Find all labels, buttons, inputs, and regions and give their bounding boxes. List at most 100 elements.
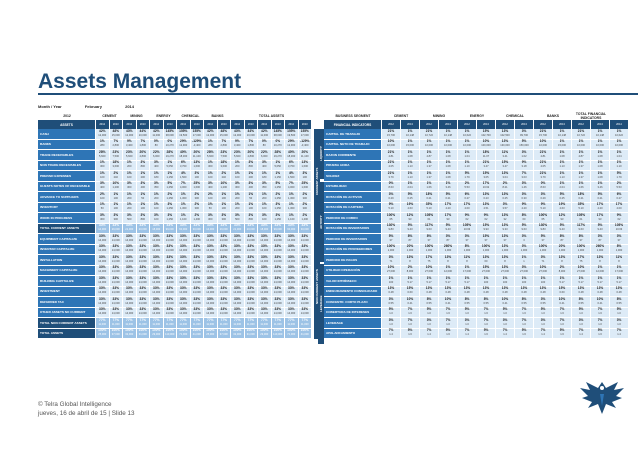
indicators-value-cell: 1% 1.08 [591, 160, 610, 170]
amount-value: 100 [113, 196, 118, 200]
percent-value: 1% [616, 275, 622, 280]
indicators-value-cell: 13% 0.48 [420, 286, 439, 296]
assets-value-cell: 33% 14,000 [217, 307, 231, 317]
amount-value: 1.6 [484, 312, 488, 316]
assets-value-cell: 43% 12,000 [123, 129, 137, 139]
percent-value: 33% [234, 296, 241, 301]
amount-value: 14,000 [287, 312, 296, 316]
amount-value: 400 [100, 186, 105, 190]
percent-value: 20% [558, 244, 566, 249]
percent-value: 100% [386, 212, 396, 217]
assets-value-cell: 3% 800 [136, 160, 150, 170]
amount-value: 500 [127, 217, 132, 221]
amount-value: 50 [100, 207, 104, 211]
amount-value: 100 [100, 175, 105, 179]
indicators-value-cell: 3% 71 [534, 255, 553, 265]
amount-value: 10,148 [558, 133, 566, 137]
amount-value: 75 [579, 259, 583, 263]
indicators-value-cell: 10% 0.41 [496, 297, 515, 307]
percent-value: 18% [112, 160, 119, 165]
indicators-value-cell: 13% 0.48 [496, 286, 515, 296]
percent-value: 33% [99, 275, 106, 280]
amount-value: 12,000 [233, 133, 242, 137]
percent-value: 1% [597, 275, 603, 280]
indicators-value-cell: 117% 9.63 [572, 223, 591, 233]
percent-value: 12% [406, 212, 414, 217]
assets-value-cell: 33% 14,000 [298, 255, 312, 265]
percent-value: 3% [248, 212, 254, 217]
percent-value: 7% [502, 328, 508, 333]
amount-value: 1,150 [166, 175, 174, 179]
assets-value-cell: 33% 14,000 [177, 286, 191, 296]
percent-value: 11% [501, 149, 509, 154]
footer: © Telra Global Intelligence jueves, 16 d… [38, 400, 135, 418]
percent-value: 8% [521, 212, 527, 217]
percent-value: 10% [539, 139, 547, 144]
percent-value: 1% [288, 202, 294, 207]
percent-value: 13% [482, 286, 490, 291]
assets-value-cell: 77% 11,000 [190, 317, 204, 328]
amount-value: 14,000 [287, 249, 296, 253]
assets-value-cell: 33% 14,000 [136, 307, 150, 317]
amount-value: 100 [194, 175, 199, 179]
assets-value-cell: 33% 99,000 [163, 223, 177, 233]
amount-value: 3.04 [502, 175, 508, 179]
assets-value-cell: 28% 19,270 [163, 150, 177, 160]
percent-value: 33% [207, 307, 214, 312]
percent-value: 1% [616, 160, 622, 165]
amount-value: 1,000 [596, 249, 604, 253]
percent-value: 77% [193, 317, 200, 322]
percent-value: 33% [274, 233, 281, 238]
indicators-value-cell: 1% 5.17 [610, 276, 629, 286]
percent-value: 21% [539, 160, 547, 165]
amount-value: 0.41 [445, 301, 451, 305]
indicators-value-cell: 10% 10,000 [382, 139, 401, 149]
indicators-value-cell: 21% 15,700 [382, 129, 401, 139]
percent-value: 42% [153, 128, 160, 133]
percent-value: 3% [616, 317, 622, 322]
amount-value: 1.4 [427, 333, 431, 337]
assets-value-cell: 3% 1,250 [271, 202, 285, 212]
percent-value: 5% [407, 223, 413, 228]
amount-value: 11,000 [138, 322, 147, 326]
percent-value: 3% [388, 191, 394, 196]
indicators-value-cell: 11% 8 [458, 255, 477, 265]
assets-value-cell: 100% 31,000 [136, 328, 150, 338]
indicators-value-cell: 1% 1.37 [572, 171, 591, 181]
percent-value: 33% [139, 233, 146, 238]
indicators-column-header: FINANCIAL INDICATORS 2012 2013 2012 2013 2012… [324, 120, 629, 129]
amount-value: 1,600 [301, 186, 309, 190]
percent-value: 1% [445, 275, 451, 280]
amount-value: 14,000 [287, 291, 296, 295]
assets-value-cell: 1% 100 [231, 171, 245, 181]
indicators-value-cell: 13% 0.23 [477, 192, 496, 202]
assets-value-cell: 33% 14,000 [150, 244, 164, 254]
percent-value: 2% [616, 181, 622, 186]
year-value[interactable]: 2014 [125, 104, 134, 109]
amount-value: 200 [140, 175, 145, 179]
amount-value: 93 [446, 217, 450, 221]
assets-value-cell: 33% 14,000 [298, 265, 312, 275]
indicators-value-cell: 11% 8 [610, 255, 629, 265]
assets-value-cell: 33% 14,000 [136, 286, 150, 296]
percent-value: 1% [578, 149, 584, 154]
month-value[interactable]: February [84, 104, 102, 109]
amount-value: 0.48 [483, 291, 489, 295]
percent-value: 13% [615, 286, 623, 291]
amount-value: 0.48 [388, 291, 394, 295]
amount-value: 4.81 [540, 154, 546, 158]
indicators-value-cell: 8% 0.55 [515, 297, 534, 307]
percent-value: 7% [521, 307, 527, 312]
indicators-value-cell: 5% 37 [534, 234, 553, 244]
amount-value: 1,100 [180, 217, 187, 221]
amount-value: 17,000 [300, 133, 309, 137]
table-row: GUESTS NOTES OF RECEIVABLE 3% 400 10% 1,200 3… [38, 181, 339, 192]
assets-value-cell: 33% 14,000 [204, 244, 218, 254]
percent-value: 2% [207, 191, 213, 196]
percent-value: 1% [407, 160, 413, 165]
table-row: ADVANCE TO SUPPLIERS 2% 100 1% 100 1% 200 1% 50 1… [38, 192, 339, 203]
assets-value-cell: 42% 12,000 [204, 129, 218, 139]
assets-value-cell: 1% 5,050 [271, 160, 285, 170]
assets-value-cell: 33% 14,000 [190, 265, 204, 275]
amount-value: 14,000 [246, 280, 255, 284]
